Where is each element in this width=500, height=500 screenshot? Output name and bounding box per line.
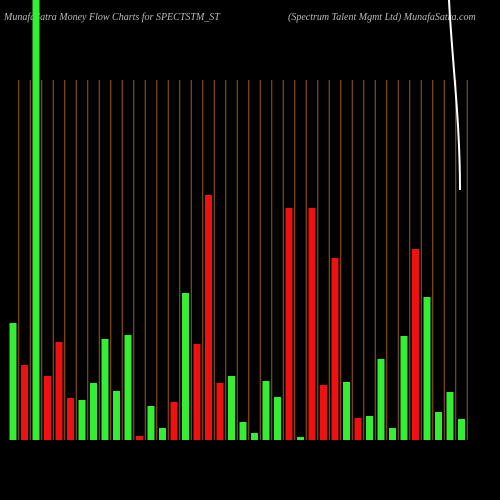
bar [354, 418, 362, 440]
bar [101, 339, 109, 440]
bar [55, 342, 63, 440]
bar [285, 208, 293, 440]
bar [239, 422, 247, 440]
bar [147, 406, 155, 440]
bar [446, 392, 454, 440]
bar [297, 437, 304, 440]
bar [170, 402, 178, 440]
bar [366, 416, 373, 440]
bar [124, 335, 132, 440]
bar [320, 385, 327, 440]
bar [193, 344, 201, 440]
bar [435, 412, 442, 440]
bar [67, 398, 74, 440]
bar [262, 381, 270, 440]
bars [9, 0, 465, 440]
bar [216, 383, 224, 440]
bar [389, 428, 396, 440]
bar [32, 0, 40, 440]
bar [9, 323, 17, 440]
bar [412, 249, 419, 440]
bar [400, 336, 408, 440]
chart-subtitle: (Spectrum Talent Mgmt Ltd) MunafaSatra.c… [288, 12, 476, 23]
bar [274, 397, 281, 440]
chart-title: MunafaSatra Money Flow Charts for SPECTS… [3, 12, 221, 23]
bar [78, 400, 86, 440]
bar [458, 419, 465, 440]
bar [159, 428, 166, 440]
bar [113, 391, 120, 440]
bar [90, 383, 97, 440]
bar [331, 258, 339, 440]
bar [182, 293, 189, 440]
bar [423, 297, 431, 440]
bar [205, 195, 212, 440]
bar [44, 376, 51, 440]
bar [343, 382, 350, 440]
bar [308, 208, 316, 440]
bar [251, 433, 258, 440]
price-line [448, 0, 461, 191]
bar [136, 436, 143, 440]
grid [18, 80, 468, 440]
bar [377, 359, 385, 440]
bar [228, 376, 235, 440]
bar [21, 365, 28, 440]
